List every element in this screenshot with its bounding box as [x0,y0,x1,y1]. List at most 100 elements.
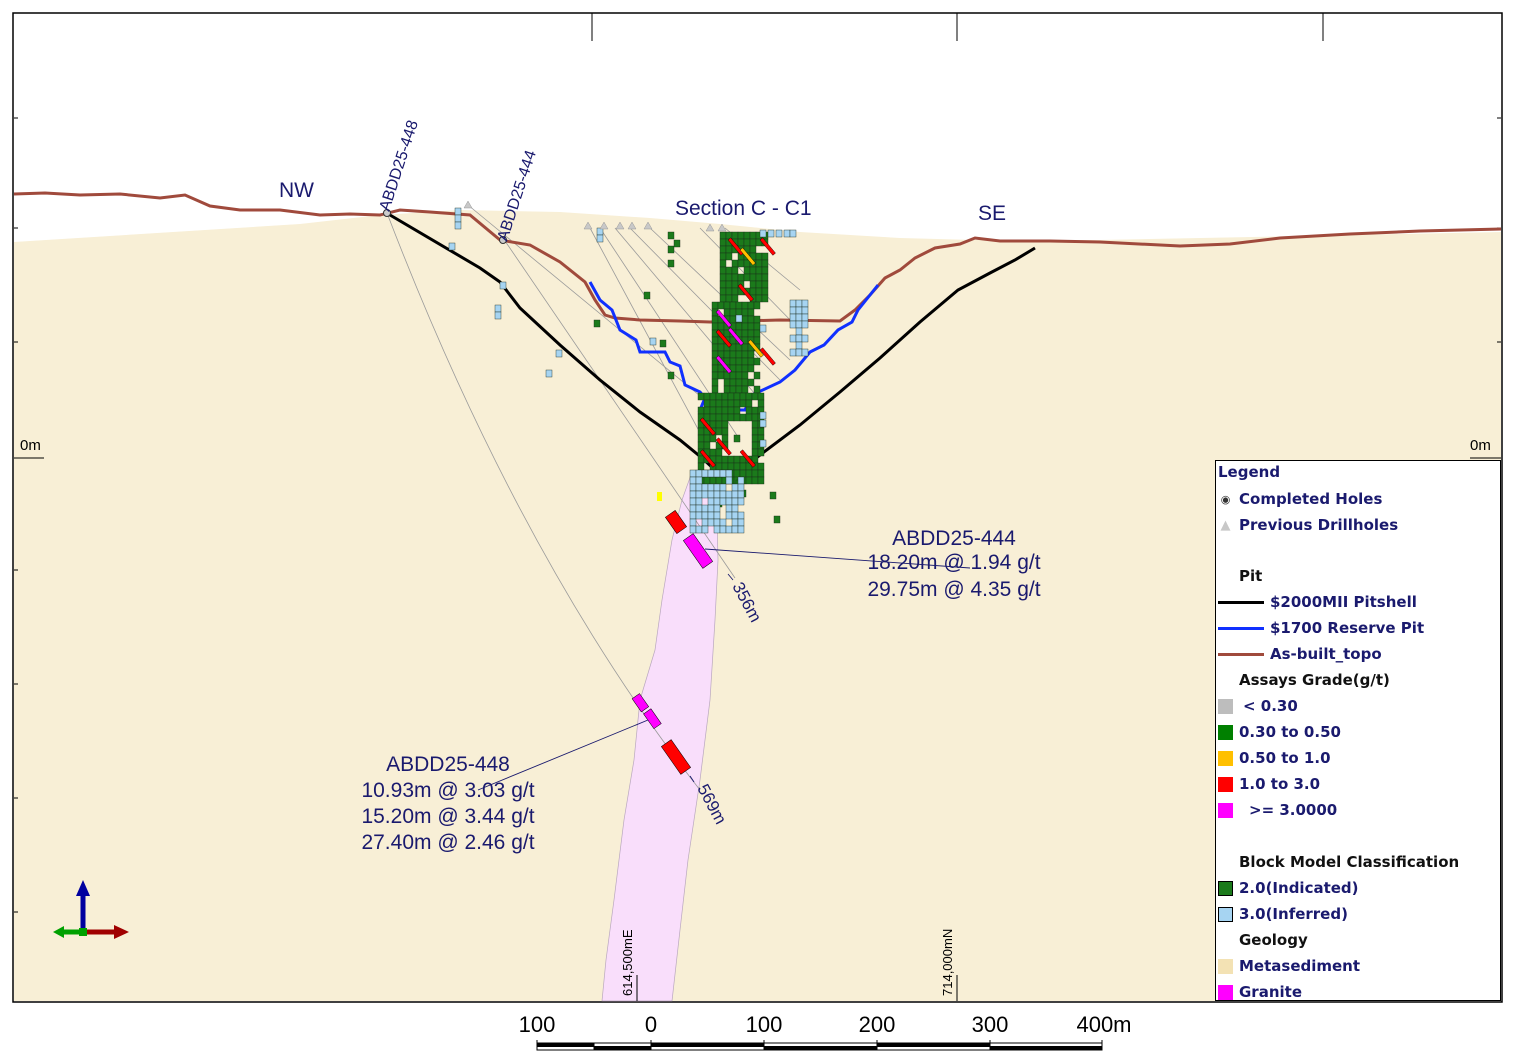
pitshell-swatch [1218,600,1264,604]
inferred-block [701,525,709,534]
indicated-block [723,385,731,394]
indicated-block [723,301,731,310]
indicated-block [733,462,741,471]
indicated-block [723,308,731,317]
legend-row-inferred: 3.0(Inferred) [1218,903,1348,925]
indicated-block [709,413,717,422]
indicated-block [741,378,749,387]
indicated-block [721,399,729,408]
inferred-block [725,504,733,513]
legend-row-granite: Granite [1218,981,1302,1003]
indicated-block [751,441,759,450]
indicated-block [697,462,705,471]
inferred-block [713,490,721,499]
previous-drillhole-marker [705,223,715,232]
inferred-block [454,207,462,216]
northing-label: 714,000mN [940,929,955,996]
indicated-block [719,287,727,296]
inferred-block [689,483,697,492]
indicated-block [719,238,727,247]
inferred-swatch [1218,906,1233,922]
indicated-block [749,245,757,254]
indicated-block [727,406,735,415]
scale-label: 400m [1076,1012,1132,1037]
indicated-block [703,406,711,415]
inferred-block [795,299,803,308]
indicated-block [739,462,747,471]
inferred-block [789,306,797,315]
indicated-block [747,329,755,338]
indicated-block [721,434,729,443]
indicated-block [761,252,769,261]
indicated-block [761,280,769,289]
grade-ge30-swatch [1218,802,1233,818]
indicated-block [725,294,733,303]
indicated-block [719,273,727,282]
assay-interval [739,247,756,266]
indicated-block [711,378,719,387]
inferred-block [731,497,739,506]
inferred-block [695,497,703,506]
indicated-block [753,371,761,380]
indicated-block [753,357,761,366]
indicated-block [757,392,765,401]
indicated-block [719,259,727,268]
indicated-block [703,434,711,443]
inferred-block [725,525,733,534]
inferred-block [695,504,703,513]
indicated-block [757,399,765,408]
indicated-block [741,371,749,380]
indicated-block [731,273,739,282]
inferred-block [707,511,715,520]
inferred-block [701,483,709,492]
indicated-swatch [1218,880,1233,896]
inferred-block [695,483,703,492]
legend-row-grade-ge30: >= 3.0000 [1218,799,1337,821]
inferred-block [801,348,809,357]
indicated-block [745,469,753,478]
indicated-block [727,399,735,408]
inferred-block [713,504,721,513]
indicated-block [719,266,727,275]
indicated-block [667,245,675,254]
inferred-block [719,525,727,534]
legend-row-grade-050-10: 0.50 to 1.0 [1218,747,1331,769]
indicated-block [751,434,759,443]
inferred-block [689,504,697,513]
legend-panel: Legend ◉ Completed Holes ▲ Previous Dril… [1215,460,1501,1001]
indicated-block [715,462,723,471]
indicated-block [711,343,719,352]
legend-header-pit: Pit [1239,567,1263,585]
completed-hole-icon: ◉ [1220,492,1231,506]
legend-row-previous-drillholes: ▲ Previous Drillholes [1218,514,1399,536]
indicated-block [743,238,751,247]
previous-drillhole-icon: ▲ [1220,517,1231,533]
inferred-block [795,334,803,343]
indicated-block [745,406,753,415]
indicated-block [753,385,761,394]
assay-interval [737,283,754,302]
indicated-block [709,448,717,457]
inferred-block [701,518,709,527]
indicated-block [757,448,765,457]
inferred-block [719,497,727,506]
inferred-block [801,320,809,329]
inferred-block [795,348,803,357]
legend-row-completed-holes: ◉ Completed Holes [1218,488,1383,510]
callout-444-intercept: 29.75m @ 4.35 g/t [867,578,1040,601]
indicated-block [711,315,719,324]
indicated-block [709,392,717,401]
inferred-block [689,469,697,478]
direction-nw-label: NW [279,179,314,202]
indicated-block [733,406,741,415]
indicated-block [717,322,725,331]
inferred-block [725,469,733,478]
indicated-block [751,427,759,436]
previous-drillhole-marker [463,200,473,209]
indicated-block [749,231,757,240]
indicated-block [747,350,755,359]
indicated-block [709,476,717,485]
inferred-block [719,469,727,478]
legend-row-metasediment: Metasediment [1218,955,1360,977]
indicated-block [715,406,723,415]
